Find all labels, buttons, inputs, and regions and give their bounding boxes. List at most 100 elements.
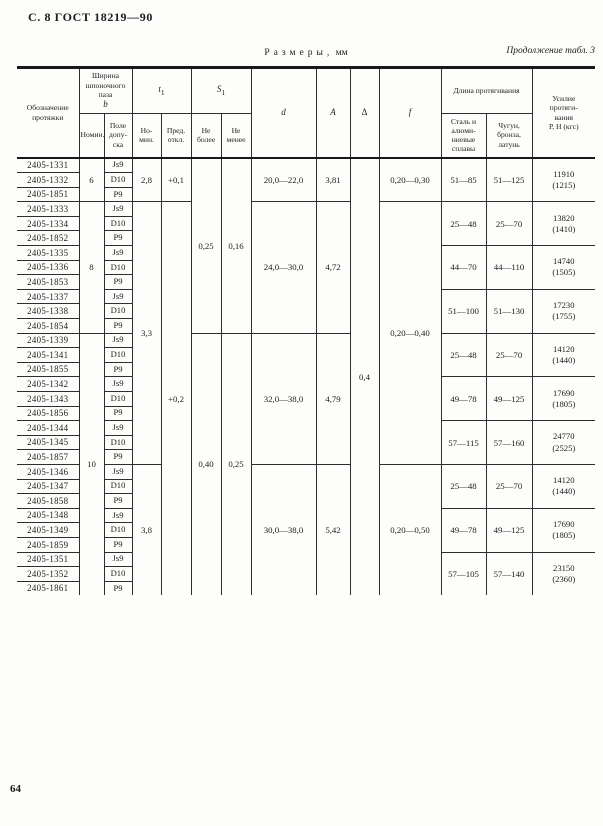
col-header-f: f bbox=[378, 68, 442, 159]
cell-designation: 2405-1852 bbox=[16, 230, 80, 247]
cell-b-nominal: 8 bbox=[78, 201, 105, 334]
cell-designation: 2405-1854 bbox=[16, 318, 80, 334]
cell-b-nominal: 6 bbox=[78, 156, 105, 203]
f-symbol: f bbox=[408, 107, 412, 118]
cell-b-tolerance: P9 bbox=[103, 361, 133, 378]
cell-designation: 2405-1335 bbox=[16, 245, 80, 261]
cell-len-iron: 57—160 bbox=[485, 420, 533, 465]
cell-A: 4,79 bbox=[315, 332, 351, 465]
table-row: 2405-1332 D10 bbox=[16, 172, 595, 188]
cell-b-tolerance: D10 bbox=[103, 522, 133, 538]
cell-s1-max: 0,25 bbox=[190, 157, 222, 334]
cell-b-tolerance: D10 bbox=[103, 303, 133, 320]
table-row: 2405-1346 Js9 3,8 30,0—38,0 5,42 0,20—0,50 25—… bbox=[16, 463, 596, 596]
table-continuation-label: Продолжение табл. 3 bbox=[506, 46, 595, 56]
cell-force: 14120 (1440) bbox=[531, 332, 596, 378]
table-body: 2405-1331 6 Js9 2,8 +0,1 0,25 0,16 20,0—22,0 3,8… bbox=[16, 156, 596, 596]
table-row: 2405-1344 Js9 57—115 57—160 24770 (2525) bbox=[16, 420, 596, 465]
cell-b-tolerance: P9 bbox=[103, 230, 133, 247]
cell-designation: 2405-1339 bbox=[16, 332, 80, 349]
cell-b-tolerance: Js9 bbox=[103, 376, 133, 392]
cell-force: 13820 (1410) bbox=[531, 201, 596, 247]
cell-b-tolerance: P9 bbox=[103, 493, 133, 509]
cell-designation: 2405-1861 bbox=[16, 580, 80, 596]
cell-force: 14120 (1440) bbox=[531, 463, 596, 509]
header-row-groups: Обозначение протяжки Ширина шпоночного п… bbox=[16, 68, 596, 159]
cell-force: 24770 (2525) bbox=[531, 420, 596, 465]
keyway-width-title: Ширина шпоночного паза bbox=[85, 71, 126, 99]
cell-designation: 2405-1342 bbox=[16, 376, 80, 392]
cell-designation: 2405-1858 bbox=[16, 493, 80, 509]
cell-designation: 2405-1337 bbox=[16, 288, 80, 305]
cell-designation: 2405-1336 bbox=[16, 259, 80, 276]
cell-b-tolerance: D10 bbox=[103, 566, 133, 582]
s1-symbol: S1 bbox=[216, 84, 226, 97]
cell-s1-min: 0,25 bbox=[220, 332, 252, 596]
cell-b-tolerance: Js9 bbox=[103, 551, 133, 568]
cell-force: 17690 (1805) bbox=[531, 507, 596, 553]
cell-b-tolerance: P9 bbox=[103, 405, 133, 422]
table-row: 2405-1861 P9 bbox=[16, 580, 595, 596]
cell-b-tolerance: P9 bbox=[103, 580, 133, 596]
table-row: 2405-1339 10 Js9 0,40 0,25 32,0—38,0 4,79 25—48… bbox=[16, 332, 596, 596]
cell-force: 11910 (1215) bbox=[531, 156, 596, 203]
cell-A: 4,72 bbox=[315, 201, 351, 334]
cell-designation: 2405-1334 bbox=[16, 215, 80, 232]
delta-symbol: Δ bbox=[361, 107, 368, 118]
cell-designation: 2405-1351 bbox=[16, 551, 80, 568]
cell-A: 3,81 bbox=[315, 156, 351, 203]
col-header-broaching-length: Длина протягивания bbox=[440, 68, 533, 114]
col-header-t1-nominal: Но- мин. bbox=[131, 112, 162, 159]
cell-force: 17690 (1805) bbox=[531, 376, 596, 422]
cell-force: 17230 (1755) bbox=[531, 288, 596, 334]
cell-len-steel: 49—78 bbox=[440, 507, 487, 553]
col-header-a: А bbox=[315, 68, 351, 159]
table-row: 2405-1345 D10 bbox=[16, 434, 595, 451]
cell-designation: 2405-1341 bbox=[16, 347, 80, 363]
cell-b-tolerance: Js9 bbox=[103, 245, 133, 261]
table-row: 2405-1337 Js9 51—100 51—130 17230 (1755) bbox=[16, 288, 596, 334]
cell-d: 24,0—30,0 bbox=[250, 201, 317, 334]
cell-force: 14740 (1505) bbox=[531, 245, 596, 290]
table-row: 2405-1348 Js9 49—78 49—125 17690 (1805) bbox=[16, 507, 596, 553]
cell-t1-deviation: +0,2 bbox=[160, 201, 192, 596]
cell-b-tolerance: P9 bbox=[103, 318, 133, 334]
table-row: 2405-1335 Js9 44—70 44—110 14740 (1505) bbox=[16, 245, 596, 290]
col-header-t1: t1 bbox=[131, 68, 192, 114]
col-header-delta: Δ bbox=[349, 68, 380, 159]
col-header-s1: S1 bbox=[190, 68, 252, 114]
cell-len-iron: 25—70 bbox=[485, 332, 533, 378]
cell-designation: 2405-1345 bbox=[16, 434, 80, 451]
cell-designation: 2405-1856 bbox=[16, 405, 80, 422]
cell-designation: 2405-1332 bbox=[16, 172, 80, 188]
col-header-s1-max: Не более bbox=[190, 112, 222, 159]
caption-row: Размеры, мм Продолжение табл. 3 bbox=[17, 46, 595, 64]
table-row: 2405-1333 8 Js9 3,3 +0,2 24,0—30,0 4,72 0,20—0,… bbox=[16, 201, 596, 596]
cell-designation: 2405-1348 bbox=[16, 507, 80, 524]
table-row: 2405-1334 D10 bbox=[16, 215, 595, 232]
col-header-b-nominal: Номин. bbox=[78, 112, 105, 159]
cell-designation: 2405-1857 bbox=[16, 449, 80, 465]
cell-len-iron: 25—70 bbox=[485, 201, 533, 247]
cell-designation: 2405-1349 bbox=[16, 522, 80, 538]
cell-delta: 0,4 bbox=[349, 157, 380, 596]
table-row: 2405-1349 D10 bbox=[16, 522, 595, 538]
cell-b-tolerance: D10 bbox=[103, 434, 133, 451]
cell-b-tolerance: D10 bbox=[103, 259, 133, 276]
cell-f: 0,20—0,30 bbox=[378, 156, 442, 203]
col-header-s1-min: Не менее bbox=[220, 112, 252, 159]
cell-len-iron: 25—70 bbox=[485, 463, 533, 509]
col-header-keyway-width: Ширина шпоночного паза b bbox=[78, 68, 133, 114]
table-caption-unit: мм bbox=[335, 48, 348, 58]
cell-force: 23150 (2360) bbox=[531, 551, 596, 596]
t1-symbol: t1 bbox=[158, 84, 165, 97]
col-header-designation: Обозначение протяжки bbox=[16, 68, 80, 159]
cell-len-iron: 57—140 bbox=[485, 551, 533, 596]
cell-b-tolerance: D10 bbox=[103, 215, 133, 232]
d-symbol: d bbox=[281, 107, 286, 118]
cell-len-iron: 51—125 bbox=[485, 156, 533, 203]
cell-len-steel: 57—115 bbox=[440, 420, 487, 465]
cell-t1-nominal: 2,8 bbox=[131, 156, 162, 203]
table-row: 2405-1336 D10 bbox=[16, 259, 595, 276]
